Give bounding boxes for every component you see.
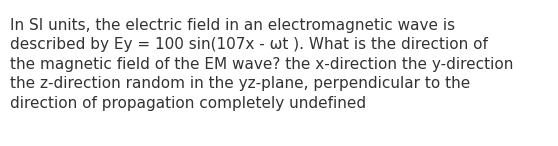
- Text: In SI units, the electric field in an electromagnetic wave is
described by Ey = : In SI units, the electric field in an el…: [10, 18, 513, 111]
